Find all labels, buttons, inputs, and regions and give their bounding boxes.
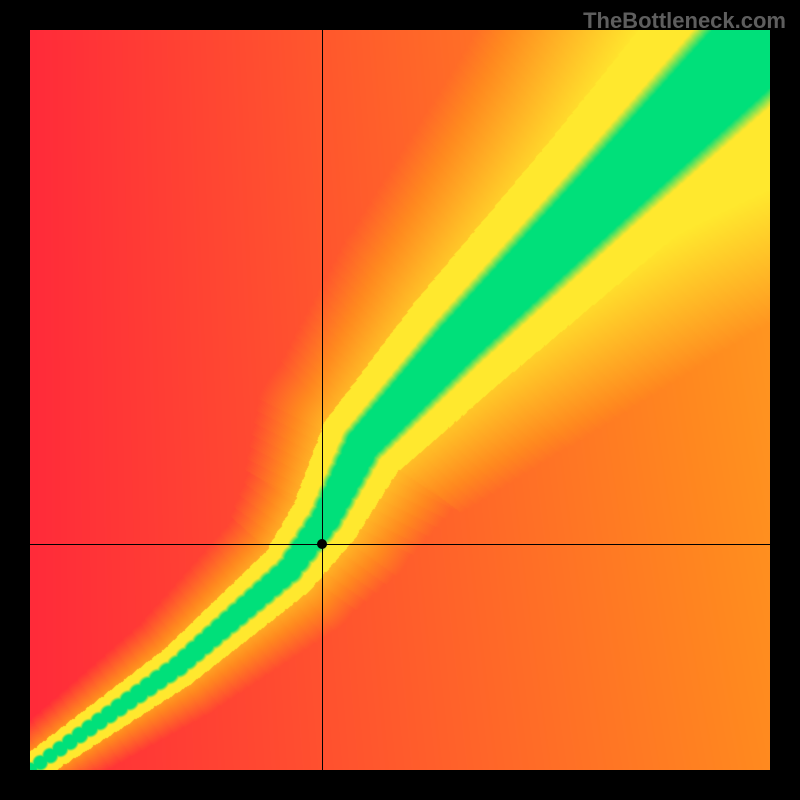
crosshair-horizontal <box>30 544 770 545</box>
watermark-text: TheBottleneck.com <box>583 8 786 34</box>
figure-root: TheBottleneck.com <box>0 0 800 800</box>
plot-area <box>30 30 770 770</box>
crosshair-marker <box>317 539 327 549</box>
crosshair-vertical <box>322 30 323 770</box>
heatmap-canvas <box>30 30 770 770</box>
